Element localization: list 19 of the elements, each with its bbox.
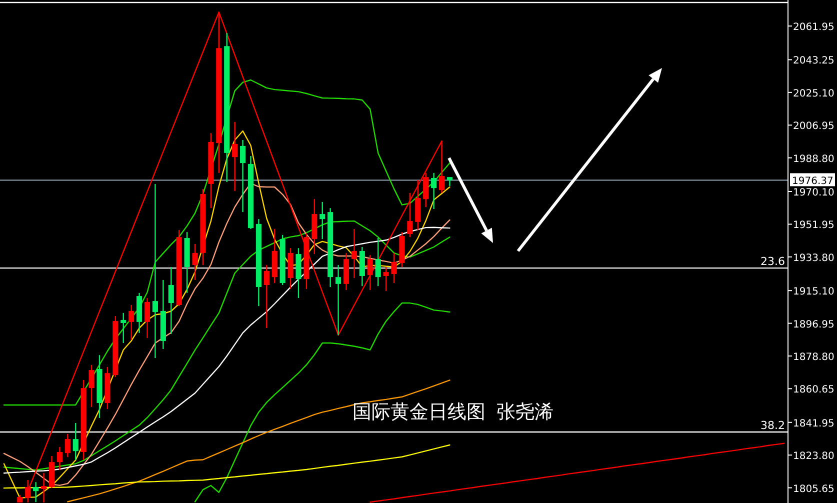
y-tick-label: 1970.10 xyxy=(793,188,834,199)
y-tick-label: 1841.95 xyxy=(793,418,834,430)
y-tick-label: 1951.95 xyxy=(793,220,834,232)
y-tick-label: 1860.65 xyxy=(793,384,834,396)
y-tick-label: 2025.10 xyxy=(793,88,834,100)
y-tick-label: 1878.80 xyxy=(793,352,834,363)
y-tick-label: 1915.10 xyxy=(793,286,834,298)
ref-line-label: 1976.37 xyxy=(792,176,834,188)
y-tick-label: 2061.95 xyxy=(793,22,834,34)
y-tick-label: 1805.65 xyxy=(793,484,834,495)
y-tick-label: 1933.80 xyxy=(793,252,834,264)
y-tick-label: 1896.95 xyxy=(793,319,834,330)
y-tick-label: 1988.80 xyxy=(793,154,834,165)
annotation: 国际黄金日线图 张尧浠 xyxy=(352,402,554,423)
y-tick-label: 2043.25 xyxy=(793,56,834,67)
annotation: 23.6 xyxy=(760,255,785,268)
annotation: 38.2 xyxy=(760,419,785,432)
y-tick-label: 2006.95 xyxy=(793,121,834,132)
y-tick-label: 1823.80 xyxy=(793,451,834,462)
